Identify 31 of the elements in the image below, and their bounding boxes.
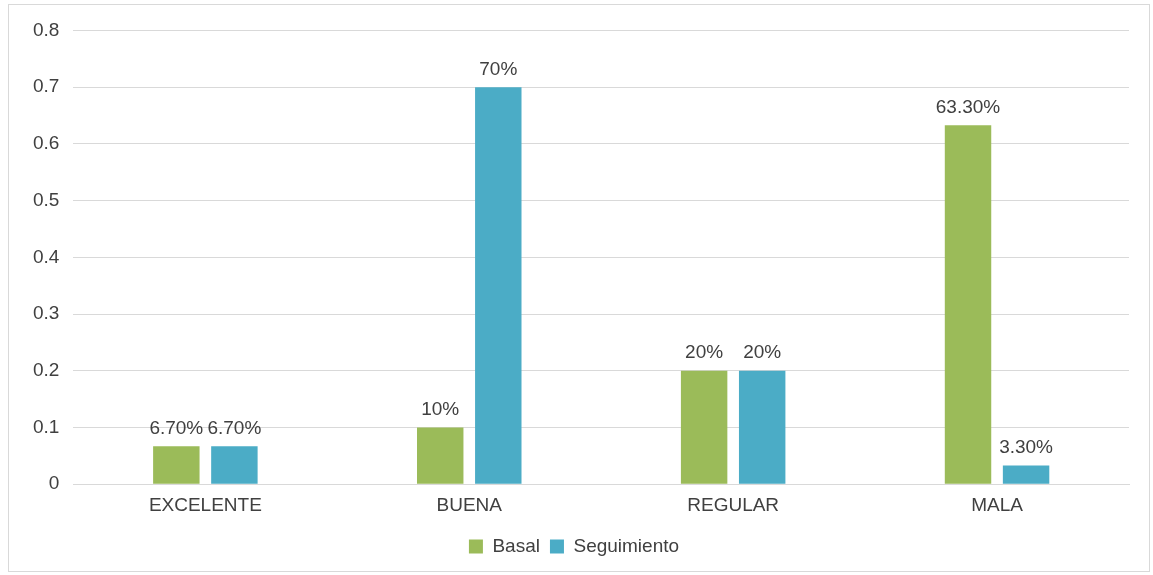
data-label: 6.70% xyxy=(207,416,262,438)
y-tick-label: 0.4 xyxy=(32,245,60,267)
bar xyxy=(944,125,992,484)
y-tick-label: 0.7 xyxy=(32,75,60,97)
data-label: 10% xyxy=(421,398,460,420)
y-tick-label: 0.8 xyxy=(32,18,60,40)
legend-label: Seguimiento xyxy=(573,534,680,556)
data-label: 6.70% xyxy=(149,416,204,438)
data-label: 70% xyxy=(479,57,518,79)
data-label: 3.30% xyxy=(999,436,1054,458)
bar xyxy=(680,370,728,484)
bar xyxy=(738,370,786,484)
data-label: 63.30% xyxy=(935,95,1001,117)
x-tick-label: REGULAR xyxy=(687,493,780,515)
data-label: 20% xyxy=(685,341,724,363)
x-tick-label: BUENA xyxy=(436,493,503,515)
y-tick-label: 0.1 xyxy=(32,415,60,437)
y-tick-label: 0.6 xyxy=(32,132,60,154)
x-tick-label: EXCELENTE xyxy=(148,493,262,515)
y-tick-label: 0.2 xyxy=(32,358,60,380)
x-tick-label: MALA xyxy=(971,493,1024,515)
y-tick-label: 0.3 xyxy=(32,302,60,324)
legend-label: Basal xyxy=(492,534,540,556)
y-tick-label: 0.5 xyxy=(32,188,60,210)
data-label: 20% xyxy=(743,341,782,363)
bar xyxy=(417,427,464,484)
bar xyxy=(475,87,522,484)
y-tick-label: 0 xyxy=(48,472,60,494)
bar xyxy=(211,446,258,484)
bar xyxy=(153,446,200,484)
bar xyxy=(1002,465,1050,484)
